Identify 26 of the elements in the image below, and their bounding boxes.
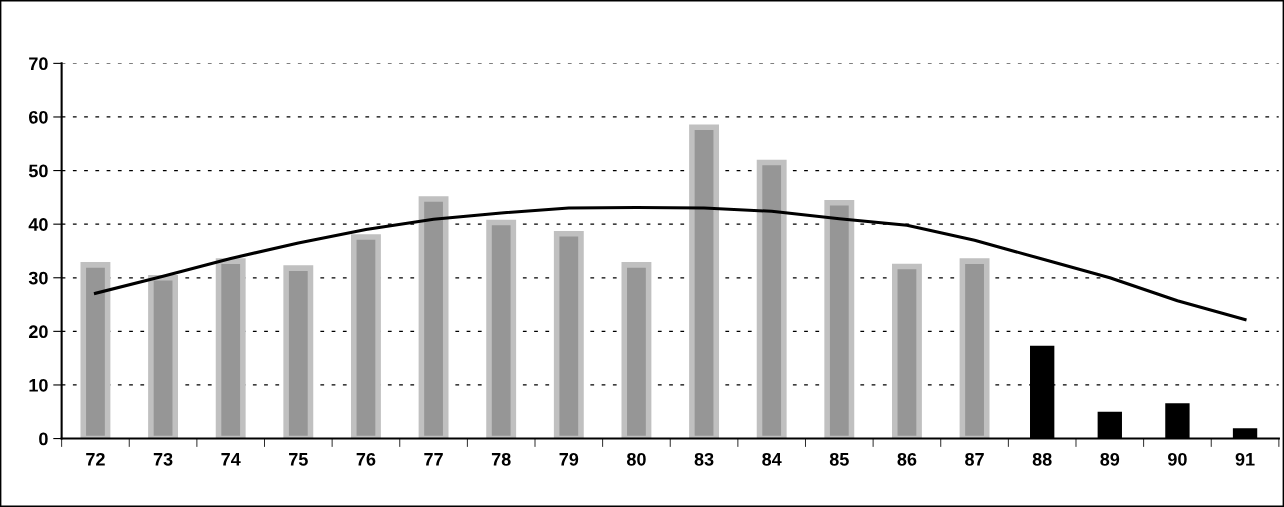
- x-tick-label: 85: [829, 452, 849, 466]
- x-tick-label: 76: [356, 452, 376, 466]
- x-tick-label: 80: [626, 452, 646, 466]
- x-tick-label: 86: [897, 452, 917, 466]
- x-tick-label: 77: [424, 453, 443, 466]
- y-tick-label: 0: [39, 432, 48, 446]
- y-tick-label: 30: [28, 271, 48, 285]
- x-tick-label: 84: [762, 452, 782, 466]
- x-tick-label: 87: [965, 452, 984, 466]
- x-tick-label: 73: [153, 452, 173, 466]
- y-tick-label: 60: [29, 110, 48, 124]
- x-tick-label: 90: [1168, 452, 1187, 466]
- y-tick-label: 40: [28, 218, 48, 231]
- y-tick-label: 50: [28, 164, 48, 178]
- x-tick-label: 74: [221, 453, 241, 466]
- y-tick-label: 10: [29, 378, 48, 392]
- x-tick-label: 88: [1032, 452, 1052, 466]
- x-tick-label: 79: [559, 452, 579, 466]
- y-tick-label: 70: [29, 57, 48, 71]
- x-tick-label: 75: [289, 453, 308, 466]
- x-tick-label: 78: [491, 452, 511, 466]
- x-tick-label: 83: [694, 452, 714, 466]
- x-tick-label: 91: [1235, 452, 1255, 466]
- y-tick-label: 20: [28, 325, 48, 339]
- x-tick-label: 72: [86, 452, 105, 466]
- x-tick-label: 89: [1100, 452, 1120, 466]
